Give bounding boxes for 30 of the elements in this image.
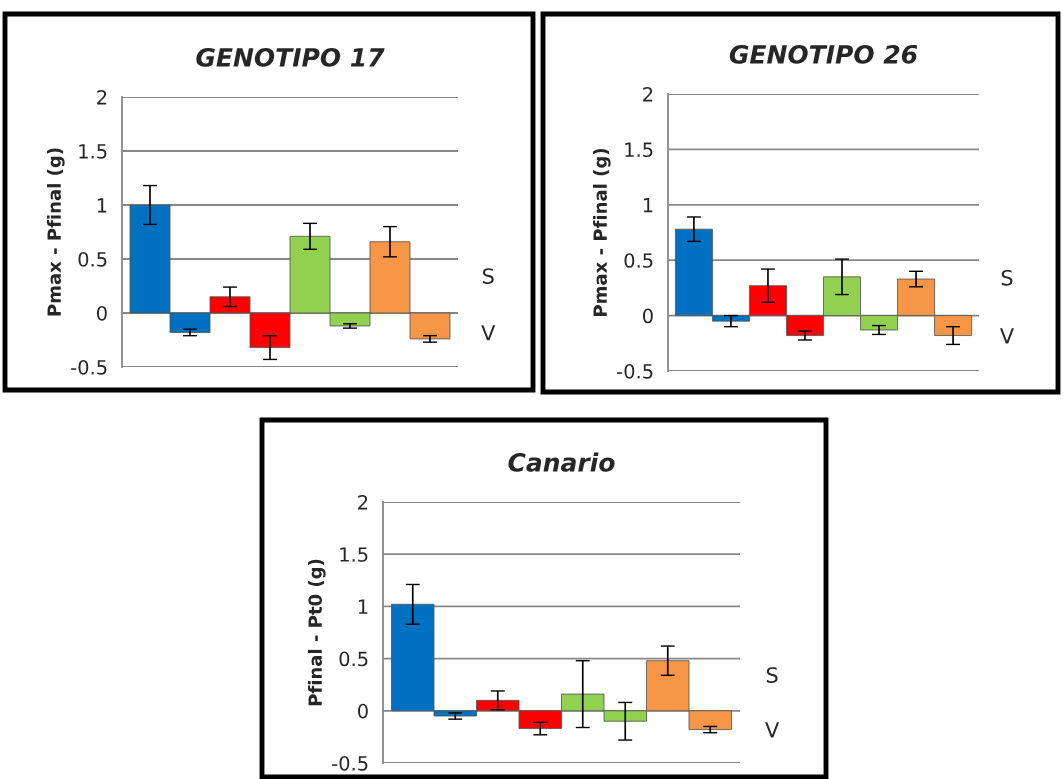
y-tick-label: 1 xyxy=(358,599,368,614)
y-tick-label: 0.5 xyxy=(78,251,107,267)
y-tick-label: 0 xyxy=(358,703,368,719)
chart-title: GENOTIPO 26 xyxy=(729,44,918,64)
text: S xyxy=(483,268,494,284)
chart-title: GENOTIPO 17 xyxy=(196,47,385,67)
y-tick-label: 1.5 xyxy=(625,142,653,158)
y-tick-label: 1.5 xyxy=(340,547,368,562)
y-tick-label: -0.5 xyxy=(71,359,107,375)
text: S xyxy=(1001,269,1013,286)
y-axis-title: Pmax - Pfinal (g) xyxy=(593,148,611,316)
y-tick-label: 0 xyxy=(97,305,107,321)
y-tick-label: 0.5 xyxy=(339,651,368,667)
y-tick-label: 0 xyxy=(643,308,653,324)
y-tick-label: -0.5 xyxy=(332,755,368,771)
y-axis-title: Pfinal - Pt0 (g) xyxy=(308,559,326,706)
y-tick-label: 2 xyxy=(97,89,107,105)
y-tick-label: 1 xyxy=(643,198,653,213)
text: V xyxy=(1000,328,1014,344)
y-tick-label: 1 xyxy=(97,198,107,213)
text: V xyxy=(765,722,780,738)
y-axis-title: Pmax - Pfinal (g) xyxy=(47,148,65,316)
y-tick-label: 0.5 xyxy=(624,253,653,268)
y-tick-label: 2 xyxy=(358,494,368,510)
y-tick-label: 1.5 xyxy=(79,144,107,159)
text: S xyxy=(766,667,778,683)
y-tick-label: -0.5 xyxy=(617,363,653,379)
chart-title: Canario xyxy=(508,452,615,472)
y-tick-label: 2 xyxy=(643,86,653,102)
text: V xyxy=(481,325,496,341)
